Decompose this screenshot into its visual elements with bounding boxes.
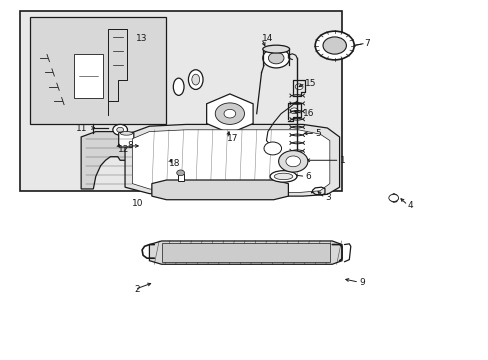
Ellipse shape <box>262 48 289 68</box>
Text: 6: 6 <box>305 172 310 181</box>
Bar <box>161 243 329 262</box>
Ellipse shape <box>268 52 284 64</box>
Circle shape <box>224 109 235 118</box>
Text: 8: 8 <box>127 141 133 150</box>
Circle shape <box>290 108 298 114</box>
Text: 2: 2 <box>135 285 140 294</box>
Text: 18: 18 <box>168 159 180 168</box>
Circle shape <box>285 156 300 167</box>
Polygon shape <box>152 180 288 200</box>
FancyBboxPatch shape <box>119 132 134 147</box>
Circle shape <box>323 37 346 54</box>
Circle shape <box>315 31 353 60</box>
Text: 10: 10 <box>131 199 142 208</box>
Text: 16: 16 <box>303 109 314 118</box>
Circle shape <box>176 170 184 176</box>
Text: 9: 9 <box>358 278 364 287</box>
Ellipse shape <box>191 74 199 85</box>
Text: 13: 13 <box>136 34 147 43</box>
Polygon shape <box>132 130 329 193</box>
Circle shape <box>278 150 307 172</box>
Circle shape <box>215 103 244 125</box>
Text: 14: 14 <box>261 34 272 43</box>
Text: 1: 1 <box>339 156 345 165</box>
Circle shape <box>264 142 281 155</box>
Bar <box>74 54 103 98</box>
Ellipse shape <box>120 132 132 135</box>
Circle shape <box>113 125 127 135</box>
FancyBboxPatch shape <box>20 12 341 191</box>
Ellipse shape <box>262 45 289 53</box>
Text: 12: 12 <box>118 145 129 154</box>
Circle shape <box>295 84 303 90</box>
Circle shape <box>388 194 398 202</box>
Text: 5: 5 <box>315 129 320 138</box>
Ellipse shape <box>188 70 203 89</box>
Text: 4: 4 <box>407 201 413 210</box>
Polygon shape <box>149 241 341 264</box>
Text: 17: 17 <box>227 134 239 143</box>
Polygon shape <box>206 94 253 134</box>
Bar <box>177 174 183 181</box>
Polygon shape <box>81 132 137 189</box>
FancyBboxPatch shape <box>30 17 166 125</box>
Text: 11: 11 <box>76 123 87 132</box>
Ellipse shape <box>173 78 183 95</box>
Polygon shape <box>125 125 339 196</box>
Ellipse shape <box>274 173 292 180</box>
Circle shape <box>117 127 123 132</box>
Ellipse shape <box>269 171 296 182</box>
Text: 3: 3 <box>325 193 330 202</box>
Text: 7: 7 <box>363 39 369 48</box>
Text: 15: 15 <box>305 79 316 88</box>
